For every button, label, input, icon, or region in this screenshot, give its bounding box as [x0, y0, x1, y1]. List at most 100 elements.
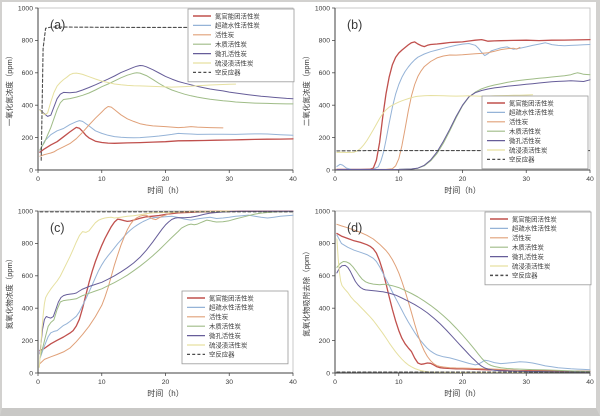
x-tick-label: 10 — [98, 176, 106, 183]
x-tick-label: 40 — [586, 379, 594, 386]
x-tick-label: 10 — [395, 379, 403, 386]
series-line-4 — [39, 210, 294, 355]
series-line-1 — [336, 234, 591, 371]
y-tick-label: 200 — [319, 135, 331, 142]
legend-label: 超疏水性活性炭 — [509, 108, 554, 117]
panel-tag: (c) — [50, 221, 65, 235]
series-line-0 — [336, 38, 591, 171]
legend-label: 木质活性炭 — [215, 40, 248, 49]
series-line-6 — [40, 26, 294, 161]
y-tick-label: 400 — [22, 103, 34, 110]
y-tick-label: 400 — [319, 306, 331, 313]
x-tick-label: 30 — [522, 379, 530, 386]
y-axis-title: 二氧化氮浓度（ppm） — [301, 52, 311, 127]
y-tick-label: 1000 — [315, 208, 330, 215]
legend-label: 硫浸渍活性炭 — [215, 58, 254, 67]
legend-label: 氮官能团活性炭 — [512, 214, 557, 223]
y-tick-label: 0 — [29, 370, 33, 377]
x-axis-title: 时间（h） — [444, 388, 480, 398]
panel-tag: (d) — [347, 221, 362, 235]
series-line-3 — [39, 211, 294, 359]
legend-label: 活性炭 — [509, 117, 529, 126]
y-axis-title: 一氧化氮浓度（ppm） — [4, 52, 14, 127]
y-axis-title: 氮氧化物浓度（ppm） — [4, 255, 14, 330]
x-tick-label: 10 — [395, 176, 403, 183]
y-tick-label: 600 — [22, 70, 34, 77]
y-tick-label: 800 — [319, 241, 331, 248]
x-tick-label: 30 — [522, 176, 530, 183]
legend-label: 空反应器 — [209, 350, 235, 359]
y-tick-label: 0 — [326, 370, 330, 377]
legend-box — [484, 211, 592, 286]
series-line-5 — [38, 210, 230, 368]
chart-svg-c: 0 200 400 600 800 1000 0 10 20 30 40 (c) 时间（h） 氮氧化物浓度… — [4, 208, 297, 398]
x-tick-label: 0 — [36, 176, 40, 183]
y-tick-label: 200 — [22, 135, 34, 142]
y-tick-label: 0 — [29, 167, 33, 174]
y-tick-label: 800 — [22, 38, 34, 45]
legend-box — [181, 290, 289, 365]
series-line-1 — [39, 214, 294, 360]
y-tick-label: 1000 — [18, 5, 33, 12]
series-line-3 — [336, 261, 591, 372]
legend-label: 超疏水性活性炭 — [209, 303, 254, 312]
chart-panel-c: 0 200 400 600 800 1000 0 10 20 30 40 (c) 时间（h） 氮氧化物浓度… — [2, 205, 299, 408]
panel-tag: (a) — [50, 18, 65, 32]
y-tick-label: 0 — [326, 167, 330, 174]
legend-label: 空反应器 — [512, 271, 538, 280]
y-tick-label: 200 — [319, 338, 331, 345]
legend-label: 微孔活性炭 — [215, 49, 248, 58]
x-axis-title: 时间（h） — [147, 388, 183, 398]
legend-label: 微孔活性炭 — [209, 331, 242, 340]
x-tick-label: 30 — [225, 379, 233, 386]
series-line-2 — [336, 46, 521, 170]
y-tick-label: 1000 — [18, 208, 33, 215]
chart-svg-b: 0 200 400 600 800 1000 0 10 20 30 40 (b) 时间（h） 二氧化氮浓度… — [301, 5, 594, 195]
y-tick-label: 400 — [22, 306, 34, 313]
x-tick-label: 20 — [459, 379, 467, 386]
y-tick-label: 800 — [319, 38, 331, 45]
chart-panel-a: 0 200 400 600 800 1000 0 10 20 30 40 (a) 时间（h） 一氧化氮浓度… — [2, 2, 299, 205]
series-line-3 — [39, 72, 294, 151]
y-tick-label: 600 — [319, 273, 331, 280]
legend-box — [187, 8, 295, 83]
y-tick-label: 1000 — [315, 5, 330, 12]
legend-label: 木质活性炭 — [209, 322, 242, 331]
legend-label: 空反应器 — [509, 155, 535, 164]
series-line-4 — [39, 65, 294, 117]
series-line-1 — [336, 42, 591, 170]
series-line-3 — [336, 72, 591, 170]
chart-svg-d: 0 200 400 600 800 1000 0 10 20 30 40 (d) 时间（h） 氮氧化物吸附… — [301, 208, 594, 398]
y-tick-label: 600 — [22, 273, 34, 280]
legend-label: 活性炭 — [209, 312, 229, 321]
legend-label: 超疏水性活性炭 — [512, 224, 557, 233]
chart-svg-a: 0 200 400 600 800 1000 0 10 20 30 40 (a) 时间（h） 一氧化氮浓度… — [4, 5, 297, 195]
x-tick-label: 0 — [333, 176, 337, 183]
legend-label: 木质活性炭 — [509, 127, 542, 136]
x-tick-label: 40 — [289, 379, 297, 386]
x-tick-label: 0 — [36, 379, 40, 386]
series-line-4 — [336, 79, 591, 170]
x-axis-title: 时间（h） — [147, 185, 183, 195]
series-line-4 — [336, 264, 591, 373]
x-tick-label: 30 — [225, 176, 233, 183]
legend-label: 硫浸渍活性炭 — [209, 340, 248, 349]
x-axis-title: 时间（h） — [444, 185, 480, 195]
x-tick-label: 0 — [333, 379, 337, 386]
legend-label: 活性炭 — [215, 30, 235, 39]
legend-box — [481, 95, 589, 170]
y-tick-label: 600 — [319, 70, 331, 77]
x-tick-label: 20 — [459, 176, 467, 183]
series-line-2 — [39, 106, 224, 157]
legend-label: 微孔活性炭 — [509, 136, 542, 145]
chart-panel-b: 0 200 400 600 800 1000 0 10 20 30 40 (b) 时间（h） 二氧化氮浓度… — [299, 2, 596, 205]
legend-label: 活性炭 — [512, 233, 532, 242]
series-line-5 — [39, 72, 237, 116]
legend-label: 氮官能团活性炭 — [215, 11, 260, 20]
y-axis-title: 氮氧化物吸附去除（ppm） — [301, 247, 311, 337]
legend-label: 木质活性炭 — [512, 243, 545, 252]
x-tick-label: 20 — [162, 379, 170, 386]
legend-label: 硫浸渍活性炭 — [509, 145, 548, 154]
x-tick-label: 40 — [586, 176, 594, 183]
